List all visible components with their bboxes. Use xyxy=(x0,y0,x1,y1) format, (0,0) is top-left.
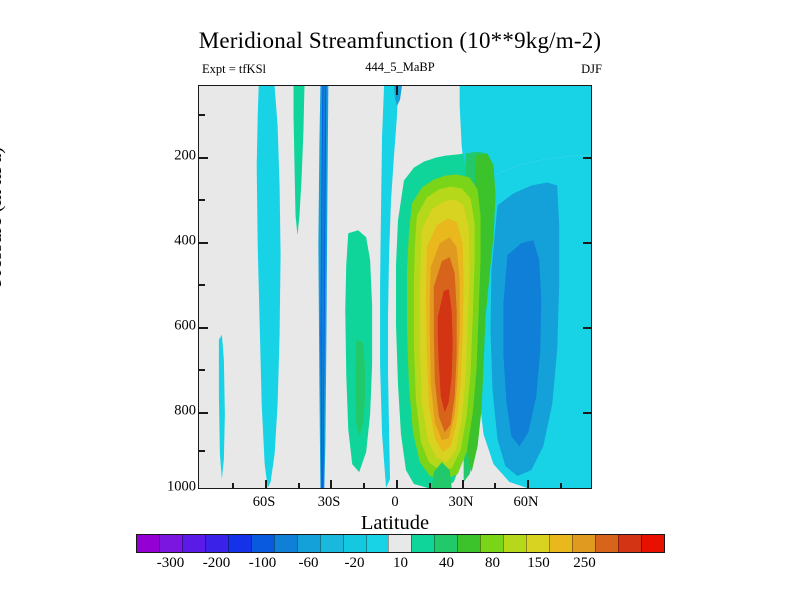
colorbar-cell xyxy=(342,535,366,552)
y-axis-title: Pressure (in hPa) xyxy=(0,146,6,287)
colorbar-tick-label: -100 xyxy=(248,555,277,571)
y-tick-minor xyxy=(199,284,205,286)
x-tick-60S xyxy=(265,479,267,488)
y-axis-label-600: 600 xyxy=(174,317,196,334)
y-tick-minor xyxy=(199,450,205,452)
colorbar-labels: -300 -200 -100 -60 -20 10 40 80 150 250 xyxy=(136,555,665,577)
x-tick-30N xyxy=(462,479,464,488)
colorbar-tick-label: 10 xyxy=(393,555,408,571)
x-tick-top xyxy=(396,86,398,95)
y-tick-right xyxy=(582,412,591,414)
x-axis-label-60N: 60N xyxy=(513,494,539,510)
colorbar-cell xyxy=(411,535,435,552)
x-tick-minor xyxy=(560,482,562,488)
colorbar-cell xyxy=(618,535,641,552)
y-tick-800 xyxy=(199,412,208,414)
x-axis-label-0: 0 xyxy=(391,494,399,510)
x-tick-0 xyxy=(396,479,398,488)
x-tick-60N xyxy=(527,479,529,488)
experiment-label: Expt = tfKSl xyxy=(202,62,266,76)
y-axis-label-400: 400 xyxy=(174,232,196,249)
colorbar-cell xyxy=(480,535,504,552)
x-axis-label-60S: 60S xyxy=(252,494,276,510)
y-axis-label-1000: 1000 xyxy=(167,478,196,495)
colorbar-cell xyxy=(319,535,343,552)
colorbar-tick-label: -60 xyxy=(298,555,319,571)
y-tick-600 xyxy=(199,327,208,329)
y-tick-minor xyxy=(199,199,205,201)
y-axis-label-800: 800 xyxy=(174,402,196,419)
y-axis-label-200: 200 xyxy=(174,147,196,164)
colorbar-cell xyxy=(549,535,573,552)
colorbar-cell xyxy=(595,535,619,552)
x-axis-label-30S: 30S xyxy=(317,494,341,510)
y-tick-minor xyxy=(199,114,205,116)
colorbar-tick-label: 80 xyxy=(485,555,500,571)
x-tick-minor xyxy=(429,482,431,488)
y-tick-minor xyxy=(199,369,205,371)
colorbar-tick-label: 150 xyxy=(527,555,550,571)
colorbar-cell xyxy=(434,535,458,552)
colorbar-cell xyxy=(250,535,274,552)
x-tick-minor xyxy=(363,482,365,488)
season-label: DJF xyxy=(581,62,602,76)
colorbar-cell xyxy=(388,535,412,552)
colorbar-cell xyxy=(365,535,389,552)
colorbar-tick-label: -300 xyxy=(156,555,185,571)
colorbar[interactable] xyxy=(136,534,665,553)
colorbar-tick-label: -20 xyxy=(344,555,365,571)
run-label: 444_5_MaBP xyxy=(365,60,435,74)
colorbar-cell xyxy=(158,535,182,552)
colorbar-cell xyxy=(137,535,159,552)
x-axis-label-30N: 30N xyxy=(448,494,474,510)
colorbar-tick-label: 250 xyxy=(573,555,596,571)
x-tick-minor xyxy=(298,482,300,488)
y-tick-400 xyxy=(199,242,208,244)
colorbar-cell xyxy=(503,535,527,552)
colorbar-cell xyxy=(526,535,550,552)
colorbar-cell xyxy=(572,535,596,552)
colorbar-cell xyxy=(640,535,664,552)
y-tick-right xyxy=(582,242,591,244)
x-tick-30S xyxy=(330,479,332,488)
colorbar-cell xyxy=(181,535,205,552)
x-tick-minor xyxy=(232,482,234,488)
y-tick-200 xyxy=(199,157,208,159)
colorbar-cell xyxy=(273,535,297,552)
colorbar-cell xyxy=(457,535,481,552)
x-tick-minor xyxy=(494,482,496,488)
contour-plot-area xyxy=(198,85,592,489)
colorbar-tick-label: 40 xyxy=(439,555,454,571)
y-tick-right xyxy=(582,157,591,159)
streamfunction-field xyxy=(199,86,591,488)
y-tick-1000 xyxy=(198,488,208,489)
y-tick-right xyxy=(582,327,591,329)
colorbar-cell xyxy=(227,535,251,552)
page-title: Meridional Streamfunction (10**9kg/m-2) xyxy=(198,28,602,53)
colorbar-cell xyxy=(204,535,228,552)
x-axis-title: Latitude xyxy=(360,512,430,534)
colorbar-cell xyxy=(296,535,320,552)
colorbar-tick-label: -200 xyxy=(202,555,231,571)
